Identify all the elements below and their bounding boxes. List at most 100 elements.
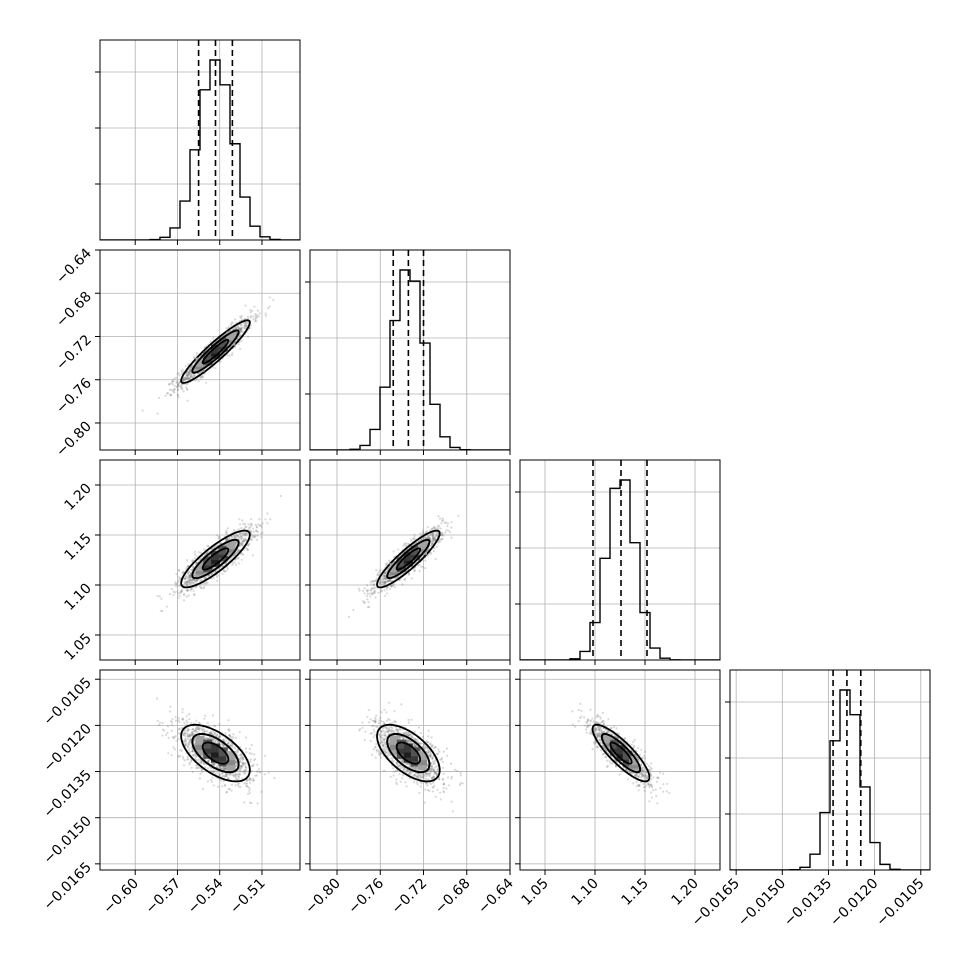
sample-point	[244, 533, 247, 536]
sample-point	[253, 535, 257, 538]
sample-point	[251, 309, 254, 312]
sample-point	[215, 576, 218, 579]
sample-point	[158, 595, 161, 598]
sample-point	[194, 580, 197, 583]
sample-point	[380, 577, 383, 580]
sample-point	[249, 525, 252, 529]
sample-point	[256, 530, 259, 534]
sample-point	[190, 760, 193, 763]
sample-point	[447, 529, 450, 532]
sample-point	[239, 532, 242, 535]
sample-point	[248, 529, 251, 532]
sample-point	[240, 756, 243, 760]
sample-point	[371, 587, 374, 590]
sample-point	[363, 587, 366, 590]
contour-inner-0	[201, 547, 230, 571]
sample-point	[178, 568, 181, 572]
sample-point	[237, 326, 240, 329]
density-cell	[210, 344, 220, 354]
sample-point	[225, 791, 228, 794]
sample-point	[184, 739, 187, 742]
sample-point	[184, 376, 187, 379]
sample-point	[431, 535, 434, 538]
sample-point	[375, 577, 378, 580]
sample-point	[370, 583, 373, 586]
sample-point	[371, 580, 374, 583]
sample-point	[156, 594, 159, 598]
sample-point	[249, 538, 252, 541]
sample-point	[226, 567, 229, 571]
sample-point	[187, 579, 190, 583]
sample-point	[269, 518, 272, 521]
sample-point	[161, 721, 164, 725]
sample-point	[363, 601, 366, 604]
sample-point	[223, 774, 226, 777]
sample-point	[234, 327, 237, 330]
sample-point	[433, 539, 436, 542]
histogram-1	[310, 269, 510, 450]
panel-content	[156, 494, 282, 613]
sample-point	[254, 312, 257, 316]
sample-point	[187, 734, 190, 737]
sample-point	[261, 531, 264, 534]
sample-point	[245, 736, 248, 739]
sample-point	[244, 537, 247, 540]
sample-point	[228, 354, 231, 357]
sample-point	[435, 531, 438, 534]
sample-point	[227, 788, 230, 791]
sample-point	[190, 582, 193, 585]
sample-point	[231, 744, 234, 747]
sample-point	[381, 579, 384, 582]
sample-point	[181, 388, 184, 391]
sample-point	[182, 757, 185, 760]
sample-point	[186, 582, 189, 585]
sample-point	[222, 780, 225, 783]
sample-point	[194, 379, 197, 382]
sample-point	[254, 316, 257, 319]
sample-point	[189, 368, 192, 372]
sample-point	[210, 731, 213, 734]
sample-point	[188, 575, 191, 578]
sample-point	[371, 580, 374, 583]
density-cell	[417, 540, 427, 550]
sample-point	[243, 324, 246, 327]
sample-point	[230, 353, 234, 357]
sample-point	[193, 550, 197, 553]
sample-point	[432, 537, 435, 540]
sample-point	[158, 396, 161, 400]
sample-point	[240, 756, 243, 759]
sample-point	[389, 578, 392, 582]
sample-point	[439, 527, 442, 530]
sample-point	[420, 533, 423, 536]
sample-point	[383, 581, 386, 584]
sample-point	[439, 539, 442, 542]
sample-point	[237, 550, 240, 553]
sample-point	[431, 534, 434, 537]
contour-2	[180, 319, 251, 384]
sample-point	[370, 592, 374, 595]
sample-point	[195, 727, 198, 731]
sample-point	[193, 593, 196, 596]
sample-point	[191, 733, 194, 736]
sample-point	[254, 534, 257, 538]
sample-point	[225, 774, 228, 777]
sample-point	[252, 763, 255, 766]
sample-point	[238, 536, 241, 539]
sample-point	[205, 736, 208, 740]
sample-point	[383, 589, 386, 592]
sample-point	[182, 718, 185, 721]
sample-point	[444, 531, 447, 534]
sample-point	[193, 356, 196, 359]
sample-point	[383, 575, 386, 578]
sample-point	[237, 556, 240, 559]
sample-point	[199, 579, 202, 582]
sample-point	[225, 775, 228, 778]
sample-point	[432, 537, 435, 541]
sample-point	[184, 744, 187, 747]
sample-point	[245, 547, 248, 550]
contour-inner-1	[191, 329, 240, 374]
sample-point	[198, 585, 201, 588]
sample-point	[352, 608, 355, 612]
sample-point	[189, 576, 192, 579]
sample-point	[384, 571, 387, 575]
